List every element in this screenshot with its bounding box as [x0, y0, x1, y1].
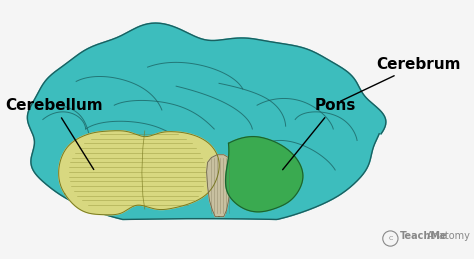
Text: Cerebellum: Cerebellum: [5, 98, 102, 169]
Polygon shape: [27, 23, 386, 219]
Polygon shape: [226, 136, 303, 212]
Text: TeachMe: TeachMe: [400, 231, 447, 241]
Text: C: C: [388, 236, 392, 241]
Polygon shape: [59, 131, 219, 215]
Polygon shape: [207, 155, 231, 217]
Text: Cerebrum: Cerebrum: [340, 57, 461, 101]
Text: Pons: Pons: [283, 98, 356, 170]
Text: Anatomy: Anatomy: [427, 231, 471, 241]
